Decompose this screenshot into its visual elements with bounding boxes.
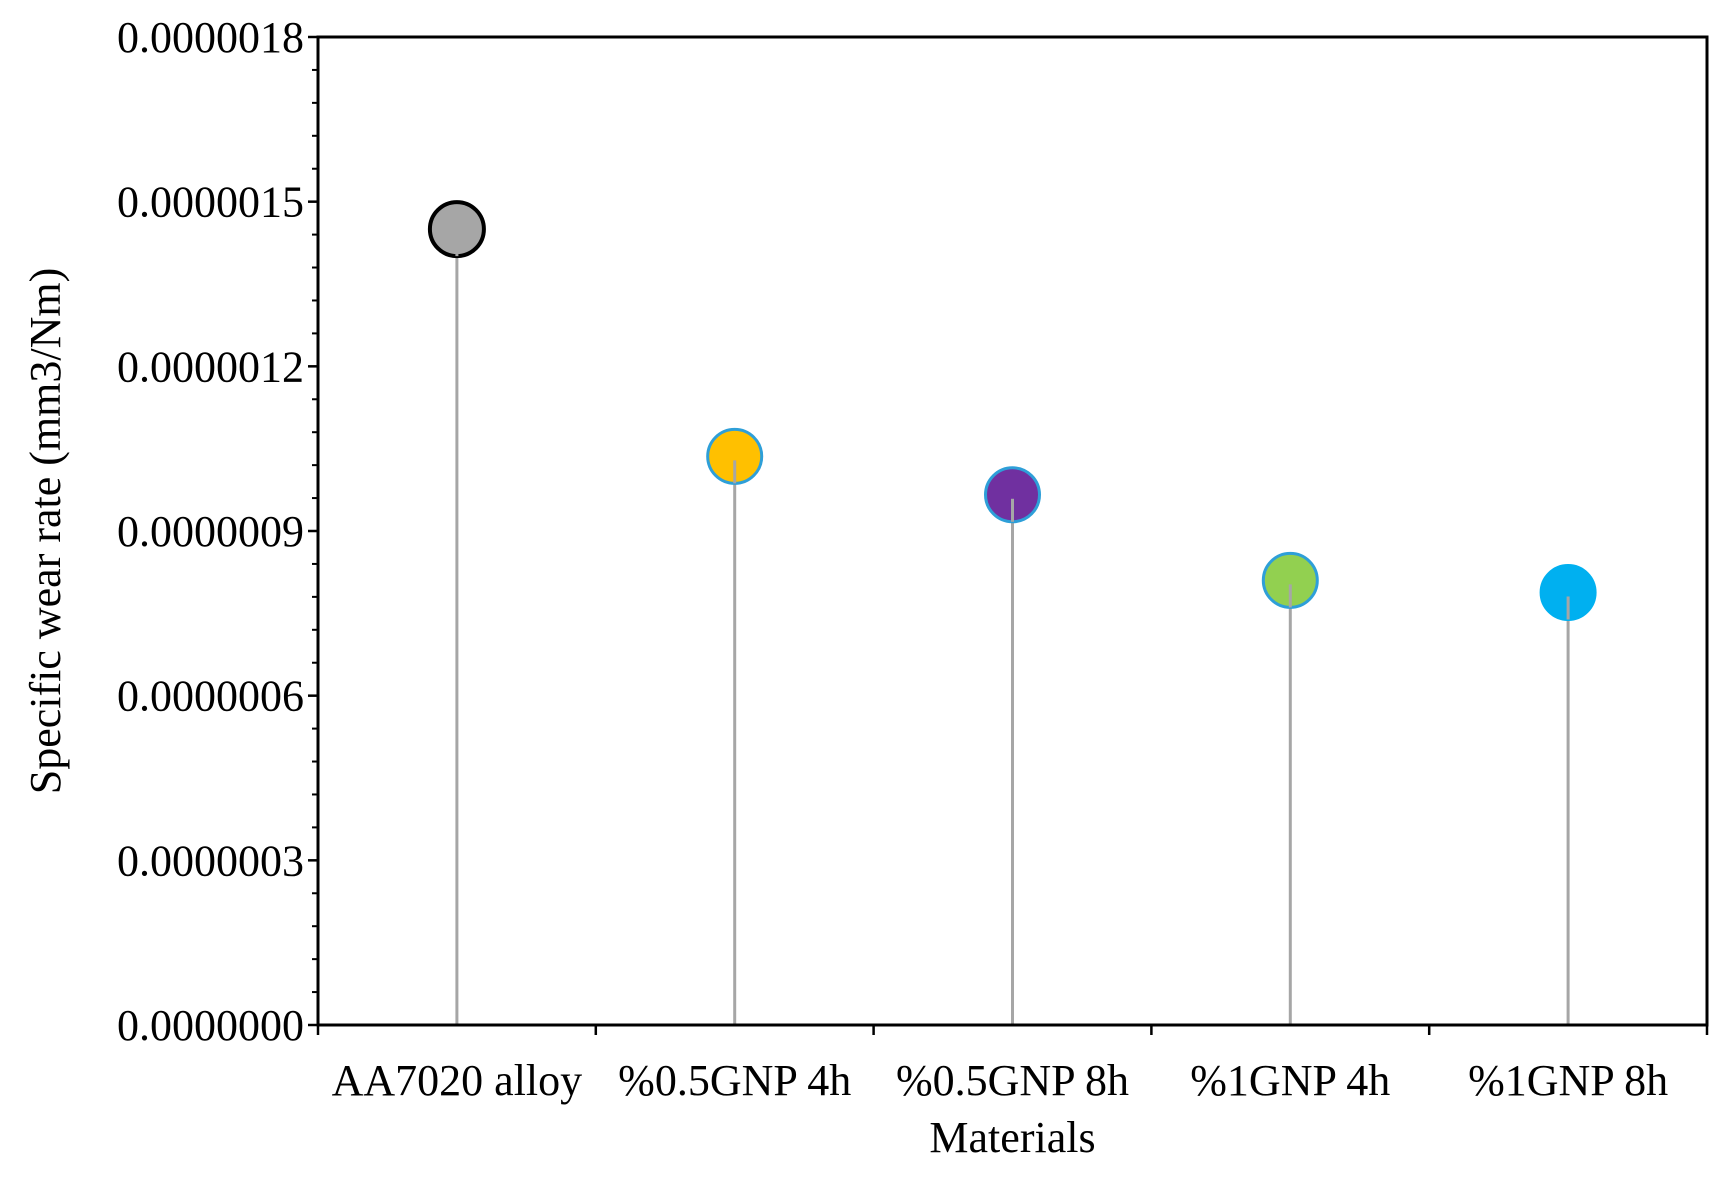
y-tick-label: 0.0000009 (117, 507, 304, 556)
y-axis-title: Specific wear rate (mm3/Nm) (21, 268, 70, 795)
y-tick-label: 0.0000000 (117, 1001, 304, 1050)
y-axis-ticks: 0.0000000 0.0000003 0.0000006 0.0000009 0.00… (117, 13, 318, 1050)
y-tick-label: 0.0000015 (117, 178, 304, 227)
x-category-label: %0.5GNP 4h (618, 1056, 851, 1105)
x-axis-ticks: AA7020 alloy %0.5GNP 4h %0.5GNP 8h %1GNP 4h… (316, 1025, 1709, 1105)
y-tick-label: 0.0000003 (117, 836, 304, 885)
x-category-label: %1GNP 4h (1190, 1056, 1390, 1105)
y-tick-label: 0.0000018 (117, 13, 304, 62)
stems-layer (455, 229, 1570, 1025)
markers-layer (427, 200, 1597, 621)
x-category-label: %0.5GNP 8h (896, 1056, 1129, 1105)
y-tick-label: 0.0000012 (117, 342, 304, 391)
x-category-label: %1GNP 8h (1468, 1056, 1668, 1105)
x-category-label: AA7020 alloy (332, 1056, 583, 1105)
y-tick-label: 0.0000006 (117, 672, 304, 721)
x-axis-title: Materials (929, 1113, 1095, 1162)
